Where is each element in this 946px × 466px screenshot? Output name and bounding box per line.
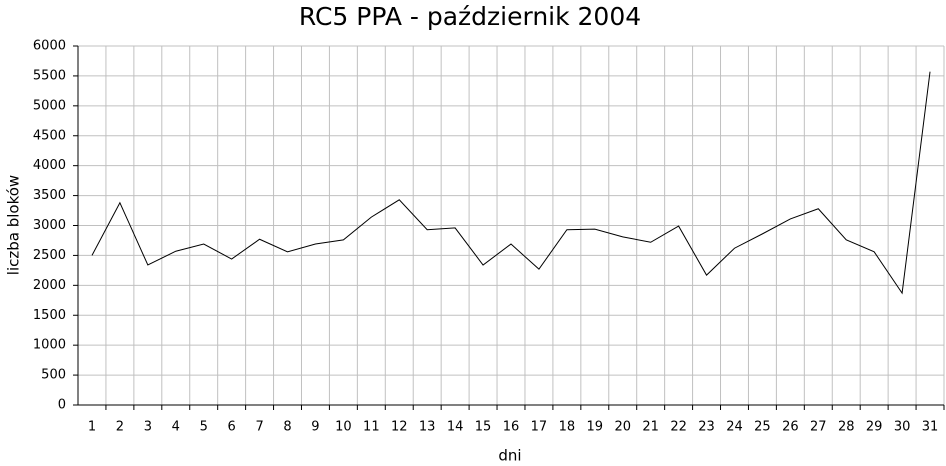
x-axis-title: dni	[498, 447, 521, 465]
x-tick-label: 9	[311, 420, 319, 435]
x-tick-label: 12	[391, 420, 408, 435]
x-tick-label: 25	[754, 420, 771, 435]
x-tick-label: 1	[88, 420, 96, 435]
x-tick-label: 7	[255, 420, 263, 435]
y-tick-label: 2500	[33, 248, 66, 263]
x-tick-label: 30	[894, 420, 911, 435]
x-tick-label: 14	[447, 420, 464, 435]
y-tick-label: 1000	[33, 338, 66, 353]
x-tick-label: 18	[559, 420, 576, 435]
x-tick-label: 4	[172, 420, 180, 435]
x-tick-label: 5	[200, 420, 208, 435]
y-tick-label: 3500	[33, 188, 66, 203]
x-tick-label: 8	[283, 420, 291, 435]
x-tick-label: 17	[531, 420, 548, 435]
x-tick-label: 29	[866, 420, 883, 435]
x-tick-label: 13	[419, 420, 436, 435]
x-tick-label: 19	[587, 420, 604, 435]
y-tick-label: 4500	[33, 128, 66, 143]
x-tick-label: 22	[670, 420, 687, 435]
y-tick-label: 500	[41, 368, 66, 383]
x-tick-label: 16	[503, 420, 520, 435]
x-tick-label: 10	[335, 420, 352, 435]
x-tick-label: 23	[698, 420, 715, 435]
chart-title: RC5 PPA - październik 2004	[299, 2, 641, 31]
y-axis-title: liczba bloków	[5, 175, 23, 275]
x-tick-label: 21	[642, 420, 659, 435]
x-tick-label: 26	[782, 420, 799, 435]
y-tick-label: 2000	[33, 278, 66, 293]
y-tick-label: 4000	[33, 158, 66, 173]
x-tick-label: 20	[614, 420, 631, 435]
y-tick-label: 1500	[33, 308, 66, 323]
x-tick-label: 24	[726, 420, 743, 435]
y-tick-label: 5500	[33, 68, 66, 83]
x-tick-label: 15	[475, 420, 492, 435]
data-line	[91, 71, 931, 295]
y-tick-label: 3000	[33, 218, 66, 233]
x-tick-label: 28	[838, 420, 855, 435]
x-tick-label: 27	[810, 420, 827, 435]
x-tick-label: 3	[144, 420, 152, 435]
x-tick-label: 31	[922, 420, 939, 435]
x-tick-label: 6	[228, 420, 236, 435]
y-tick-label: 6000	[33, 39, 66, 54]
y-tick-label: 5000	[33, 98, 66, 113]
y-tick-label: 0	[58, 398, 66, 413]
x-tick-label: 2	[116, 420, 124, 435]
x-tick-label: 11	[363, 420, 380, 435]
